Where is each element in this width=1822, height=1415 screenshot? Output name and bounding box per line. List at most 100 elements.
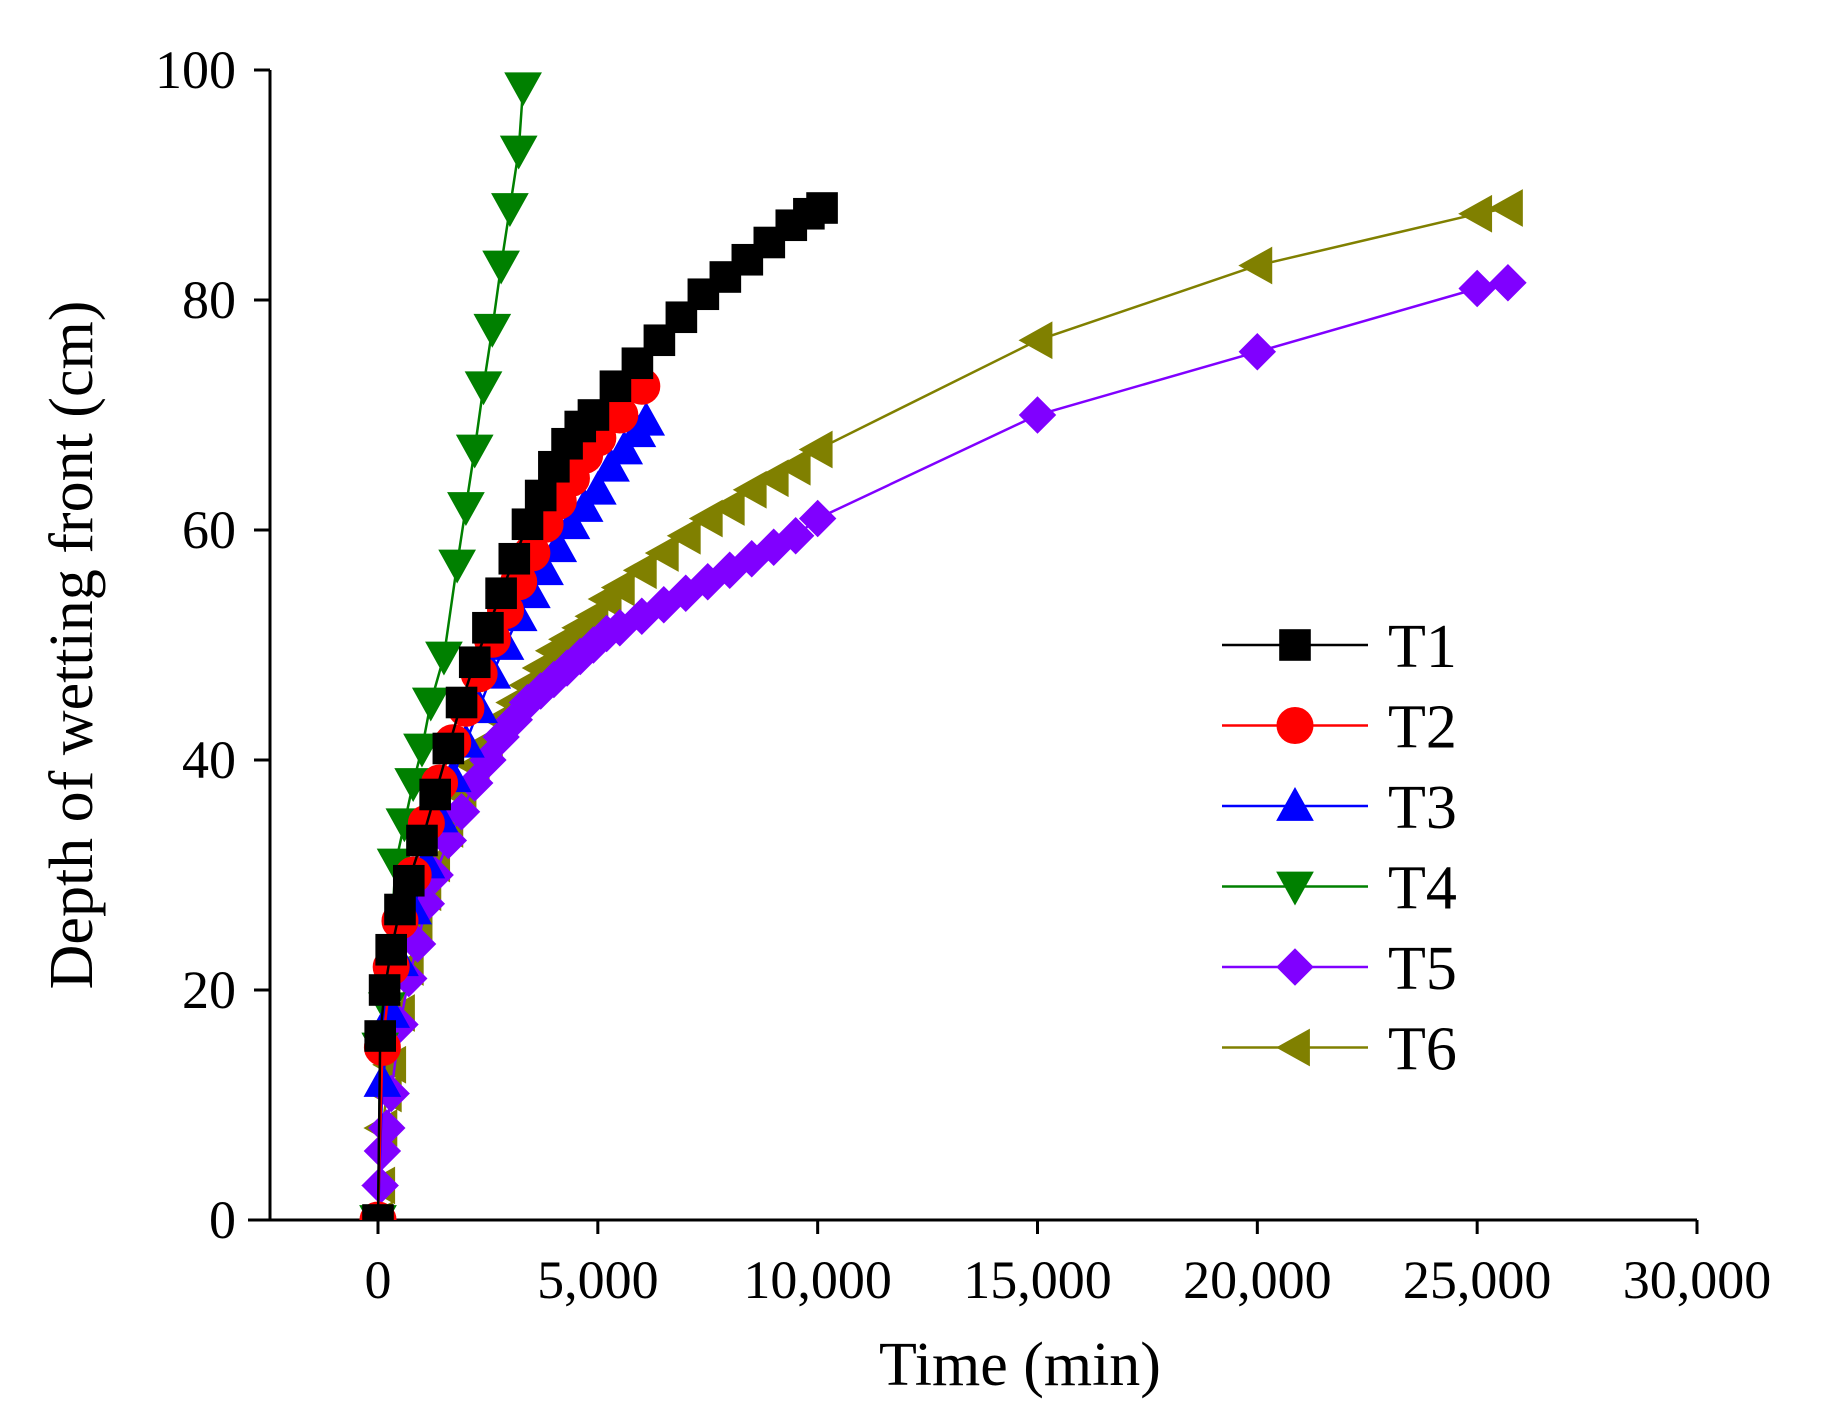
series-line-t6 <box>376 206 1509 1220</box>
data-point-t1 <box>445 686 478 719</box>
y-tick-label: 0 <box>209 1190 236 1250</box>
series-t5 <box>359 264 1527 1220</box>
data-point-t1 <box>368 974 401 1006</box>
x-tick-label: 30,000 <box>1623 1250 1772 1310</box>
data-point-t6 <box>688 499 723 538</box>
legend-item-t5: T5 <box>1222 935 1457 1003</box>
data-point-t6 <box>1238 246 1273 285</box>
data-point-t4 <box>473 313 512 348</box>
data-point-t5 <box>1018 396 1057 434</box>
data-point-t1 <box>432 732 465 765</box>
data-point-t6 <box>644 534 679 572</box>
legend-marker-t6 <box>1275 1028 1310 1067</box>
data-point-t4 <box>455 434 494 469</box>
x-tick-label: 5,000 <box>537 1250 659 1310</box>
data-point-t1 <box>362 1204 394 1220</box>
y-tick-label: 60 <box>182 500 236 560</box>
x-axis-title: Time (min) <box>879 1331 1161 1399</box>
legend-item-t6: T6 <box>1222 1016 1457 1084</box>
series-line-t2 <box>376 385 643 1220</box>
y-tick-label: 20 <box>182 960 236 1020</box>
legend-item-t2: T2 <box>1222 694 1457 762</box>
data-point-t5 <box>1238 333 1277 371</box>
y-ticks: 0 20 40 60 80 100 <box>155 40 270 1250</box>
data-point-t1 <box>485 577 517 610</box>
data-point-t1 <box>806 192 838 224</box>
y-tick-label: 80 <box>182 270 236 330</box>
x-tick-label: 25,000 <box>1403 1250 1552 1310</box>
y-axis-title: Depth of wetting front (cm) <box>38 301 106 990</box>
data-point-t4 <box>425 641 463 676</box>
legend-label: T6 <box>1388 1016 1457 1084</box>
data-point-t1 <box>731 243 764 276</box>
data-point-t6 <box>600 568 635 607</box>
data-point-t6 <box>776 447 811 486</box>
y-tick-label: 40 <box>182 730 236 790</box>
data-point-t1 <box>524 479 557 512</box>
x-tick-label: 15,000 <box>963 1250 1112 1310</box>
data-point-t1 <box>364 1020 396 1052</box>
data-point-t6 <box>1488 189 1523 227</box>
data-point-t1 <box>406 824 438 857</box>
data-point-t3 <box>592 447 630 482</box>
data-point-t3 <box>605 430 644 465</box>
legend-label: T4 <box>1388 855 1457 923</box>
legend-marker-t5 <box>1276 948 1314 986</box>
data-point-t5 <box>776 517 815 555</box>
legend-label: T2 <box>1388 694 1457 762</box>
data-point-t5 <box>1458 269 1496 308</box>
data-point-t5 <box>798 499 837 538</box>
x-tick-label: 10,000 <box>743 1250 892 1310</box>
series-t1 <box>362 192 838 1220</box>
legend: T1 T2 T3 T4 T5 T6 <box>1222 613 1457 1084</box>
data-point-t4 <box>447 492 485 527</box>
legend-marker-t4 <box>1276 871 1314 906</box>
data-point-t4 <box>411 687 450 722</box>
legend-item-t4: T4 <box>1222 855 1457 923</box>
data-point-t1 <box>511 508 544 541</box>
data-point-t4 <box>403 733 441 768</box>
data-point-t6 <box>798 430 833 469</box>
x-tick-label: 0 <box>365 1250 392 1310</box>
axes <box>248 70 1697 1222</box>
data-point-t1 <box>458 646 491 679</box>
data-point-t1 <box>498 542 531 575</box>
x-ticks: 0 5,000 10,000 15,000 20,000 25,000 30,000 <box>365 1220 1772 1310</box>
legend-marker-t1 <box>1279 629 1311 661</box>
data-point-t4 <box>438 549 476 584</box>
data-point-t1 <box>577 399 610 431</box>
legend-label: T3 <box>1388 774 1457 842</box>
series-line-t5 <box>376 281 1509 1220</box>
data-point-t1 <box>419 778 451 811</box>
data-point-t6 <box>710 488 745 526</box>
legend-marker-t2 <box>1276 707 1314 744</box>
data-point-t6 <box>732 470 767 509</box>
data-point-t1 <box>375 933 407 966</box>
data-point-t1 <box>392 864 425 897</box>
data-point-t6 <box>1018 321 1053 360</box>
legend-label: T1 <box>1388 613 1457 681</box>
y-tick-label: 100 <box>155 40 236 100</box>
legend-marker-t3 <box>1276 786 1314 821</box>
data-point-t4 <box>464 371 503 406</box>
legend-label: T5 <box>1388 935 1457 1003</box>
data-point-t6 <box>666 516 701 555</box>
plot-area <box>358 72 1527 1220</box>
data-point-t1 <box>384 893 416 926</box>
legend-item-t3: T3 <box>1222 774 1457 842</box>
data-point-t4 <box>482 250 520 285</box>
data-point-t5 <box>1489 264 1527 302</box>
data-point-t1 <box>472 611 504 644</box>
data-point-t4 <box>504 72 542 107</box>
data-point-t4 <box>491 193 529 228</box>
x-tick-label: 20,000 <box>1183 1250 1332 1310</box>
data-point-t4 <box>499 135 538 170</box>
data-point-t3 <box>578 470 617 505</box>
legend-item-t1: T1 <box>1222 613 1457 681</box>
data-point-t6 <box>754 459 789 498</box>
series-t2 <box>359 367 661 1220</box>
data-point-t6 <box>622 551 657 590</box>
series-line-t1 <box>376 206 823 1220</box>
data-point-t6 <box>1458 194 1493 233</box>
